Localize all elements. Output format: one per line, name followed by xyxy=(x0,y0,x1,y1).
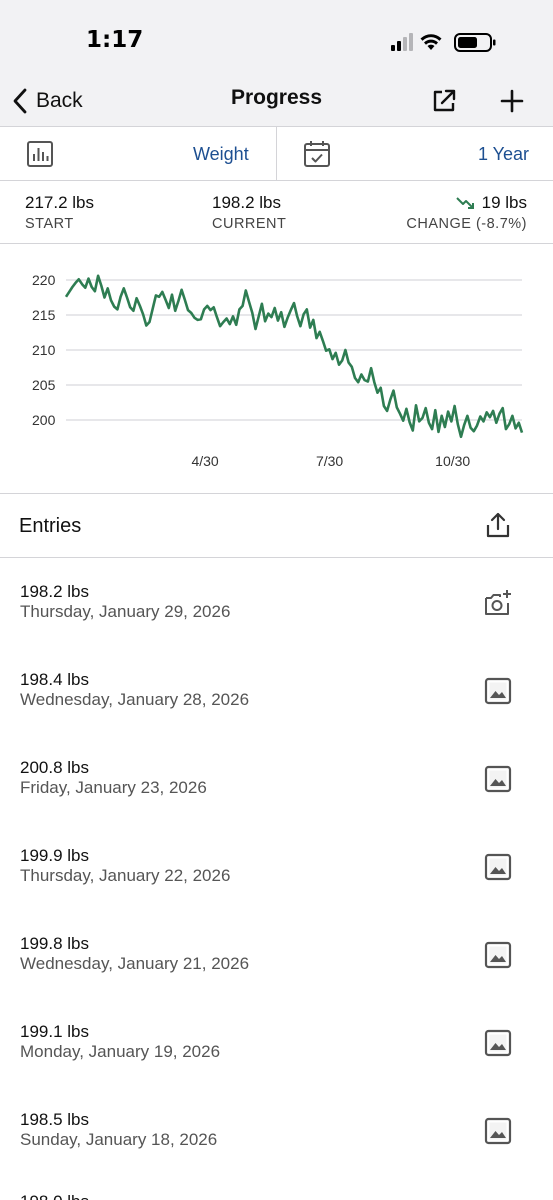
y-tick-label: 200 xyxy=(32,412,56,428)
y-tick-label: 215 xyxy=(32,307,56,323)
image-icon[interactable] xyxy=(483,1116,513,1146)
trend-down-icon xyxy=(455,197,474,209)
entry-row[interactable]: 198.4 lbs Wednesday, January 28, 2026 xyxy=(0,646,553,734)
back-button[interactable]: Back xyxy=(12,82,83,120)
weight-chart: 220 215 210 205 200 4/30 7/30 10/30 xyxy=(0,244,553,494)
filter-row: Weight 1 Year xyxy=(0,127,553,181)
entry-weight: 198.2 lbs xyxy=(20,582,89,601)
plus-icon xyxy=(500,89,524,113)
image-icon[interactable] xyxy=(483,940,513,970)
entry-weight: 198.4 lbs xyxy=(20,670,89,689)
status-time: 1:17 xyxy=(86,27,144,53)
current-value: 198.2 lbs xyxy=(212,193,281,212)
entry-weight: 199.8 lbs xyxy=(20,934,89,953)
y-tick-label: 220 xyxy=(32,272,56,288)
entry-date: Wednesday, January 28, 2026 xyxy=(20,690,250,709)
range-selector[interactable]: 1 Year xyxy=(277,127,553,180)
status-bar: 1:17 xyxy=(0,0,553,76)
y-tick-label: 210 xyxy=(32,342,56,358)
entry-date: Sunday, January 18, 2026 xyxy=(20,1130,218,1149)
x-tick-label: 4/30 xyxy=(191,453,218,469)
entry-weight: 198.5 lbs xyxy=(20,1110,89,1129)
entry-date: Friday, January 23, 2026 xyxy=(20,778,207,797)
add-entry-button[interactable] xyxy=(495,84,529,118)
entry-row[interactable]: 199.8 lbs Wednesday, January 21, 2026 xyxy=(0,910,553,998)
share-external-button[interactable] xyxy=(427,84,461,118)
status-icons xyxy=(391,33,496,52)
metric-selector[interactable]: Weight xyxy=(0,127,276,180)
entry-row[interactable]: 199.9 lbs Thursday, January 22, 2026 xyxy=(0,822,553,910)
change-stat: 19 lbs CHANGE (-8.7%) xyxy=(406,193,527,232)
entry-row[interactable]: 198.5 lbs Sunday, January 18, 2026 xyxy=(0,1086,553,1174)
entry-weight: 199.1 lbs xyxy=(20,1022,89,1041)
export-button[interactable] xyxy=(483,510,513,540)
add-photo-icon[interactable] xyxy=(483,588,513,618)
entry-row[interactable]: 200.8 lbs Friday, January 23, 2026 xyxy=(0,734,553,822)
chevron-left-icon xyxy=(13,88,27,114)
entries-title: Entries xyxy=(19,515,82,537)
image-icon[interactable] xyxy=(483,1028,513,1058)
entry-date: Wednesday, January 21, 2026 xyxy=(20,954,250,973)
x-tick-label: 10/30 xyxy=(435,453,470,469)
image-icon[interactable] xyxy=(483,764,513,794)
metric-value: Weight xyxy=(193,144,249,164)
entries-header: Entries xyxy=(0,495,553,558)
current-stat: 198.2 lbs CURRENT xyxy=(212,193,286,232)
entry-date: Monday, January 19, 2026 xyxy=(20,1042,221,1061)
image-icon[interactable] xyxy=(483,852,513,882)
calendar-check-icon xyxy=(304,141,330,167)
filter-divider xyxy=(276,127,277,180)
weight-line-chart: 220 215 210 205 200 4/30 7/30 10/30 xyxy=(32,272,524,469)
back-label: Back xyxy=(36,89,83,112)
range-value: 1 Year xyxy=(478,144,530,164)
entry-weight: 199.9 lbs xyxy=(20,846,89,865)
entry-row[interactable]: 198.2 lbs Thursday, January 29, 2026 xyxy=(0,558,553,646)
entry-row[interactable]: 199.1 lbs Monday, January 19, 2026 xyxy=(0,998,553,1086)
entry-date: Thursday, January 29, 2026 xyxy=(20,602,231,621)
open-external-icon xyxy=(433,89,456,112)
weight-series-line xyxy=(64,274,524,439)
entry-partial-weight: 198.0 lbs xyxy=(20,1192,89,1200)
image-icon[interactable] xyxy=(483,676,513,706)
start-label: START xyxy=(25,216,74,232)
wifi-icon xyxy=(420,34,442,50)
start-stat: 217.2 lbs START xyxy=(25,193,94,232)
stats-row: 217.2 lbs START 198.2 lbs CURRENT 19 lbs… xyxy=(0,181,553,244)
entries-list: 198.2 lbs Thursday, January 29, 2026 198.4… xyxy=(0,558,553,1174)
change-label: CHANGE (-8.7%) xyxy=(406,216,527,232)
entry-date: Thursday, January 22, 2026 xyxy=(20,866,231,885)
navigation-bar: Back Progress xyxy=(0,76,553,127)
y-tick-label: 205 xyxy=(32,377,56,393)
x-tick-label: 7/30 xyxy=(316,453,343,469)
battery-icon xyxy=(454,33,496,52)
bar-chart-icon xyxy=(27,141,53,167)
change-value: 19 lbs xyxy=(481,193,527,212)
start-value: 217.2 lbs xyxy=(25,193,94,212)
cellular-signal-icon xyxy=(391,33,413,51)
current-label: CURRENT xyxy=(212,216,287,232)
entry-weight: 200.8 lbs xyxy=(20,758,89,777)
